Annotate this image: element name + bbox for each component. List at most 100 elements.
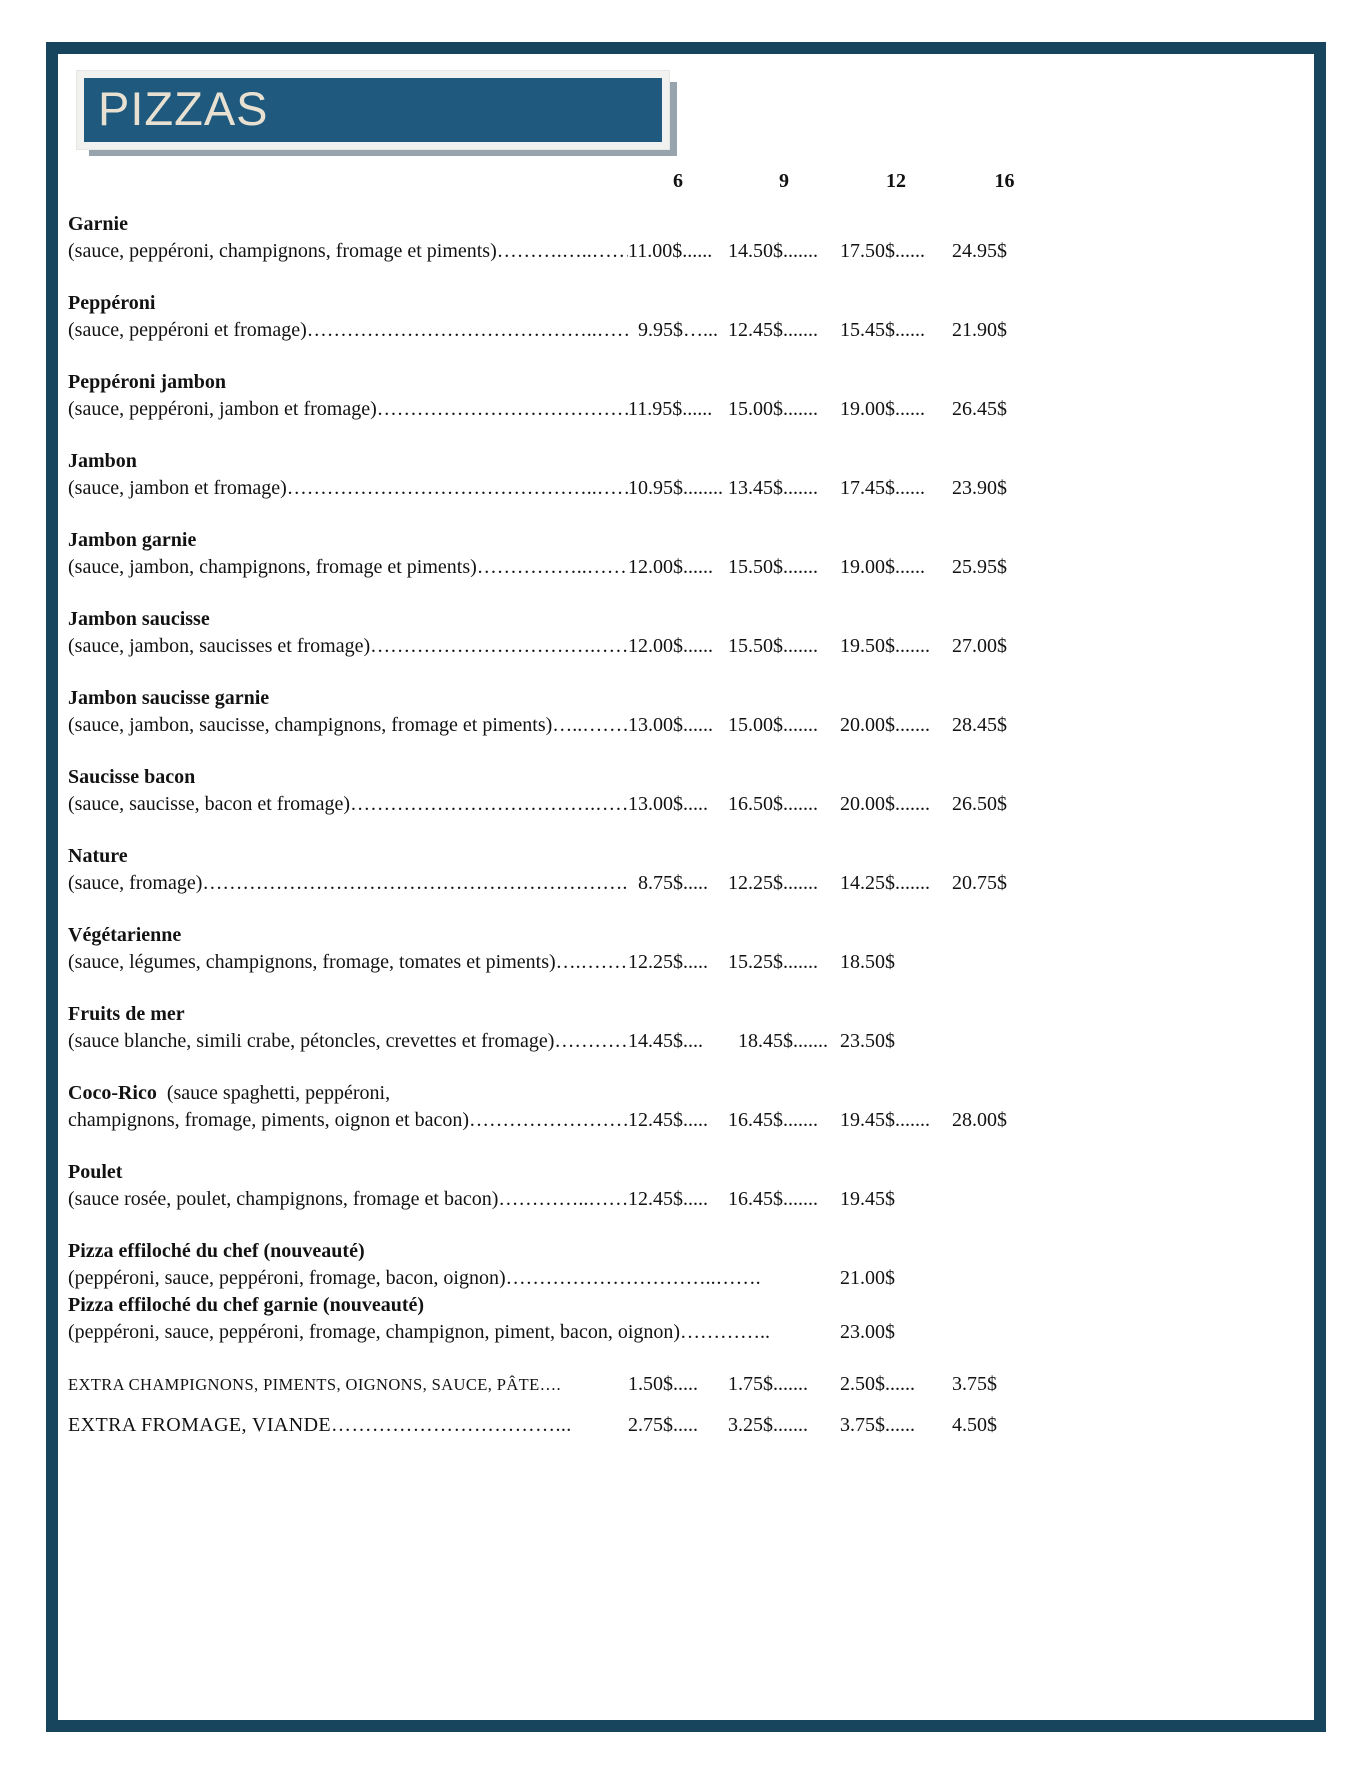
item-name-line: Fruits de mer: [68, 1001, 1314, 1028]
price-16: [952, 1028, 1057, 1055]
price-12: 14.25$.......: [840, 872, 930, 894]
item-name-line: Peppéroni jambon: [68, 369, 1314, 396]
item-description: (sauce, fromage)………………………………………………………...…: [68, 872, 628, 894]
item-name-line: Coco-Rico (sauce spaghetti, peppéroni,: [68, 1080, 1314, 1107]
item-name: Peppéroni jambon: [68, 371, 226, 393]
item-description: (sauce, légumes, champignons, fromage, t…: [68, 951, 628, 973]
item-price-row: (sauce, peppéroni et fromage)………………………………: [68, 317, 1314, 344]
price-16: [952, 1186, 1057, 1213]
pizza-menu: 6 9 12 16 Garnie (sauce, peppéroni, champign…: [68, 168, 1314, 1439]
size-column-header: 9: [779, 170, 789, 192]
menu-item: Poulet (sauce rosée, poulet, champignons,…: [68, 1159, 1314, 1213]
item-description: (sauce, peppéroni et fromage)………………………………: [68, 319, 628, 341]
item-price-row: (sauce, saucisse, bacon et fromage)………………: [68, 791, 1314, 818]
item-name-suffix: (sauce spaghetti, peppéroni,: [156, 1082, 391, 1104]
menu-item: Peppéroni (sauce, peppéroni et fromage)………: [68, 290, 1314, 344]
price-6: 11.00$......: [628, 240, 713, 262]
price-9: 13.45$.......: [728, 477, 818, 499]
item-description: (sauce blanche, simili crabe, pétoncles,…: [68, 1030, 628, 1052]
item-name: Pizza effiloché du chef (nouveauté): [68, 1240, 365, 1262]
price-9: 14.50$.......: [728, 240, 818, 262]
item-name: Jambon saucisse garnie: [68, 687, 270, 709]
item-description: (sauce, jambon, champignons, fromage et …: [68, 556, 628, 578]
price-6: 1.50$.....: [628, 1373, 698, 1395]
price-9: 15.00$.......: [728, 398, 818, 420]
price-16: 28.45$: [952, 714, 1007, 736]
price-16: 25.95$: [952, 556, 1007, 578]
price-6: 13.00$......: [628, 714, 713, 736]
extra-label: EXTRA FROMAGE, VIANDE……………………………...: [68, 1414, 572, 1436]
price-9: 15.50$.......: [728, 556, 818, 578]
item-name: Nature: [68, 845, 128, 867]
price-6: 12.25$.....: [628, 951, 708, 973]
item-name: Poulet: [68, 1161, 123, 1183]
item-description: (peppéroni, sauce, peppéroni, fromage, b…: [68, 1267, 761, 1289]
extra-row: EXTRA CHAMPIGNONS, PIMENTS, OIGNONS, SAU…: [68, 1371, 1314, 1398]
page-title: PIZZAS: [98, 82, 269, 135]
menu-item: Jambon saucisse (sauce, jambon, saucisses…: [68, 606, 1314, 660]
item-name-line: Jambon saucisse garnie: [68, 685, 1314, 712]
menu-item: Jambon saucisse garnie (sauce, jambon, sa…: [68, 685, 1314, 739]
extra-row: EXTRA FROMAGE, VIANDE……………………………... 2.75$…: [68, 1412, 1314, 1439]
price-12: 19.00$......: [840, 398, 925, 420]
item-description: (sauce, peppéroni, champignons, fromage …: [68, 240, 628, 262]
menu-item: Jambon (sauce, jambon et fromage)………………………: [68, 448, 1314, 502]
item-description: (sauce, jambon, saucisses et fromage)…………: [68, 635, 628, 657]
item-name-line: Jambon garnie: [68, 527, 1314, 554]
price-12: 18.50$: [840, 951, 895, 973]
item-price-row: (sauce, peppéroni, jambon et fromage)…………: [68, 396, 1314, 423]
price-9: 15.00$.......: [728, 714, 818, 736]
price-16: [952, 1265, 1057, 1292]
price-6: 12.00$......: [628, 556, 713, 578]
item-name-line: Poulet: [68, 1159, 1314, 1186]
price-16: 26.50$: [952, 793, 1007, 815]
price-6: 12.00$......: [628, 635, 713, 657]
item-description: (sauce rosée, poulet, champignons, froma…: [68, 1188, 628, 1210]
item-price-row: (sauce, jambon, champignons, fromage et …: [68, 554, 1314, 581]
item-description: (sauce, jambon et fromage)………………………………………: [68, 477, 628, 499]
item-description: (sauce, jambon, saucisse, champignons, f…: [68, 714, 628, 736]
price-9: 3.25$.......: [728, 1414, 808, 1436]
price-16: [952, 949, 1057, 976]
price-16: 27.00$: [952, 635, 1007, 657]
page-frame: PIZZAS 6 9 12 16 Garnie (sauce, peppéroni, c…: [46, 42, 1326, 1732]
item-price-row: champignons, fromage, piments, oignon et…: [68, 1107, 1314, 1134]
price-6: 2.75$.....: [628, 1414, 698, 1436]
item-price-row: (sauce rosée, poulet, champignons, froma…: [68, 1186, 1314, 1213]
size-header-spacer: [68, 168, 628, 195]
item-name: Jambon saucisse: [68, 608, 210, 630]
menu-item: Pizza effiloché du chef garnie (nouveaut…: [68, 1292, 1314, 1346]
price-9: 12.45$.......: [728, 319, 818, 341]
item-price-row: (sauce blanche, simili crabe, pétoncles,…: [68, 1028, 1314, 1055]
menu-item: Coco-Rico (sauce spaghetti, peppéroni, ch…: [68, 1080, 1314, 1134]
price-16: 23.90$: [952, 477, 1007, 499]
price-6: 8.75$.....: [628, 872, 708, 894]
item-price-row: (sauce, jambon et fromage)………………………………………: [68, 475, 1314, 502]
size-column-header: 6: [673, 170, 683, 192]
item-price-row: (peppéroni, sauce, peppéroni, fromage, c…: [68, 1319, 1314, 1346]
item-name: Pizza effiloché du chef garnie (nouveaut…: [68, 1294, 425, 1316]
item-price-row: (sauce, fromage)………………………………………………………...…: [68, 870, 1314, 897]
price-12: 23.50$: [840, 1030, 895, 1052]
menu-item: Garnie (sauce, peppéroni, champignons, fr…: [68, 211, 1314, 265]
item-name: Végétarienne: [68, 924, 182, 946]
price-6: 11.95$......: [628, 398, 713, 420]
page-content: PIZZAS 6 9 12 16 Garnie (sauce, peppéroni, c…: [58, 54, 1314, 1439]
item-name: Saucisse bacon: [68, 766, 196, 788]
price-12: 3.75$......: [840, 1414, 915, 1436]
price-6: 9.95$…...: [628, 319, 718, 341]
item-price-row: (peppéroni, sauce, peppéroni, fromage, b…: [68, 1265, 1314, 1292]
size-column-header: 12: [886, 170, 906, 192]
menu-items: Garnie (sauce, peppéroni, champignons, fr…: [68, 211, 1314, 1346]
price-16: 28.00$: [952, 1109, 1007, 1131]
price-16: 21.90$: [952, 319, 1007, 341]
price-6: 14.45$....: [628, 1030, 703, 1052]
item-name-line: Jambon saucisse: [68, 606, 1314, 633]
menu-item: Saucisse bacon (sauce, saucisse, bacon et…: [68, 764, 1314, 818]
menu-item: Végétarienne (sauce, légumes, champignons…: [68, 922, 1314, 976]
price-6: 13.00$.....: [628, 793, 708, 815]
price-9: 1.75$.......: [728, 1373, 808, 1395]
price-12: 17.50$......: [840, 240, 925, 262]
price-16: 4.50$: [952, 1414, 997, 1436]
price-9: 15.25$.......: [728, 951, 818, 973]
